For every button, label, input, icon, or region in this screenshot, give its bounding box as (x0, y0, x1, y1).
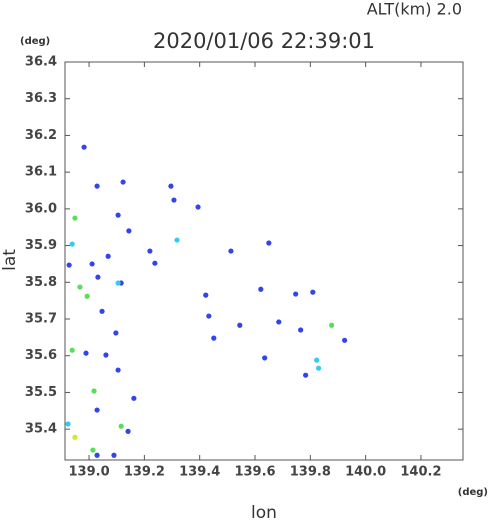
echo-point (329, 322, 335, 328)
y-tick-label: 35.5 (25, 385, 57, 400)
echo-point (89, 261, 95, 267)
x-tick-label: 139.4 (179, 465, 220, 480)
echo-point (72, 434, 78, 440)
y-tick-label: 35.4 (25, 422, 57, 437)
x-tick-label: 139.8 (290, 465, 331, 480)
echo-point (125, 428, 131, 434)
echo-point (95, 274, 101, 280)
echo-point (120, 179, 126, 185)
echo-point (115, 212, 121, 218)
y-tick-label: 36.4 (25, 55, 57, 70)
echo-point (65, 421, 71, 427)
echo-point (91, 388, 97, 394)
echo-point (94, 183, 100, 189)
echo-point (298, 327, 304, 333)
echo-point (237, 322, 243, 328)
echo-point (69, 347, 75, 353)
echo-point (152, 260, 158, 266)
plot-frame (64, 61, 464, 461)
echo-point (342, 337, 348, 343)
echo-point (147, 248, 153, 254)
echo-point (94, 452, 100, 458)
echo-point (90, 447, 96, 453)
echo-point (262, 355, 268, 361)
echo-point (310, 289, 316, 295)
echo-point (293, 291, 299, 297)
echo-point (228, 248, 234, 254)
y-tick-label: 36.2 (25, 128, 57, 143)
altitude-label: ALT(km) 2.0 (367, 0, 462, 19)
echo-point (83, 350, 89, 356)
echo-point (115, 367, 121, 373)
echo-point (69, 241, 75, 247)
echo-point (168, 183, 174, 189)
y-tick-label: 35.8 (25, 275, 57, 290)
echo-point (276, 319, 282, 325)
echo-point (131, 395, 137, 401)
echo-point (171, 197, 177, 203)
y-tick-label: 36.0 (25, 201, 57, 216)
echo-point (211, 335, 217, 341)
echo-point (94, 407, 100, 413)
echo-point (195, 204, 201, 210)
y-unit: (deg) (20, 36, 50, 47)
echo-point (206, 313, 212, 319)
echo-point (203, 292, 209, 298)
echo-point (314, 357, 320, 363)
echo-point (303, 372, 309, 378)
chart-title: 2020/01/06 22:39:01 (153, 29, 375, 53)
x-axis-label: lon (251, 503, 277, 521)
echo-point (115, 280, 121, 286)
echo-point (174, 237, 180, 243)
echo-point (111, 452, 117, 458)
echo-point (81, 144, 87, 150)
echo-point (258, 286, 264, 292)
x-tick-label: 139.2 (124, 465, 165, 480)
echo-point (72, 215, 78, 221)
y-axis-label: lat (0, 249, 20, 271)
x-tick-label: 140.0 (345, 465, 386, 480)
y-tick-label: 36.1 (25, 165, 57, 180)
echo-point (118, 423, 124, 429)
echo-point (84, 293, 90, 299)
echo-point (113, 330, 119, 336)
y-tick-label: 35.6 (25, 348, 57, 363)
echo-point (99, 308, 105, 314)
echo-point (316, 365, 322, 371)
echo-point (266, 240, 272, 246)
y-tick-label: 35.7 (25, 312, 57, 327)
echo-point (105, 253, 111, 259)
y-tick-label: 35.9 (25, 238, 57, 253)
x-tick-label: 140.2 (400, 465, 441, 480)
x-tick-label: 139.0 (69, 465, 110, 480)
echo-point (103, 352, 109, 358)
echo-point (77, 284, 83, 290)
y-tick-label: 36.3 (25, 91, 57, 106)
x-unit: (deg) (458, 487, 488, 498)
echo-point (126, 228, 132, 234)
x-tick-label: 139.6 (234, 465, 275, 480)
echo-point (66, 262, 72, 268)
